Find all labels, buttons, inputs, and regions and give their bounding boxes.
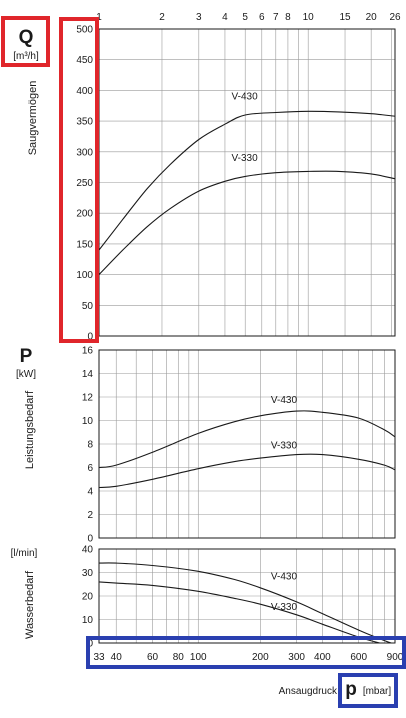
series-label-v-330: V-330 (232, 153, 259, 164)
series-line-v-330 (99, 453, 395, 489)
w-unit: [l/min] (11, 548, 38, 559)
y-tick-label: 350 (76, 117, 93, 128)
y-tick-label: 400 (76, 86, 93, 97)
y-tick-label: 4 (87, 487, 93, 498)
y-tick-label: 150 (76, 239, 93, 250)
y-tick-label: 12 (82, 393, 94, 404)
y-tick-label: 300 (76, 147, 93, 158)
x-bottom-tick-label: 100 (190, 652, 207, 663)
y-tick-label: 0 (87, 534, 93, 545)
y-tick-label: 30 (82, 568, 94, 579)
x-top-tick-label: 3 (196, 12, 202, 23)
y-tick-label: 250 (76, 178, 93, 189)
curves-saugvermoegen (99, 110, 395, 275)
x-top-tick-label: 8 (285, 12, 291, 23)
x-top-tick-label: 4 (222, 12, 228, 23)
y-tick-label: 200 (76, 209, 93, 220)
series-label-v-330: V-330 (271, 441, 298, 452)
x-top-tick-label: 2 (159, 12, 165, 23)
y-tick-label: 450 (76, 55, 93, 66)
p-axis-title: Leistungsbedarf (24, 390, 36, 469)
series-label-v-430: V-430 (271, 572, 298, 583)
frame-leistungsbedarf (98, 349, 396, 539)
y-tick-label: 0 (87, 332, 93, 343)
grid-wasserbedarf (99, 549, 395, 643)
x-bottom-tick-label: 900 (387, 652, 404, 663)
y-tick-label: 20 (82, 592, 94, 603)
highlight-q-axis-ticks (59, 17, 99, 343)
y-tick-label: 6 (87, 463, 93, 474)
x-axis-title: Ansaugdruck (279, 686, 338, 697)
x-axis-unit: [mbar] (363, 686, 392, 697)
y-tick-label: 14 (82, 369, 94, 380)
y-tick-label: 100 (76, 270, 93, 281)
x-bottom-tick-label: 200 (252, 652, 269, 663)
x-bottom-tick-label: 40 (111, 652, 123, 663)
x-top-tick-label: 5 (242, 12, 248, 23)
y-tick-label: 10 (82, 615, 94, 626)
y-tick-label: 40 (82, 545, 94, 556)
series-line-v-430 (99, 410, 395, 469)
q-unit: [m³/h] (13, 51, 39, 62)
y-tick-label: 16 (82, 346, 94, 357)
p-symbol: P (20, 346, 33, 367)
x-bottom-tick-label: 33 (93, 652, 105, 663)
x-bottom-tick-label: 80 (173, 652, 185, 663)
q-symbol: Q (19, 27, 34, 48)
series-label-v-430: V-430 (271, 395, 298, 406)
series-label-v-430: V-430 (232, 92, 259, 103)
y-tick-label: 10 (82, 416, 94, 427)
highlight-x-axis-ticks (86, 636, 406, 669)
series-label-v-330: V-330 (271, 602, 298, 613)
w-axis-title: Wasserbedarf (24, 570, 36, 639)
grid-leistungsbedarf (99, 350, 395, 538)
x-top-tick-label: 1 (96, 12, 102, 23)
frame-wasserbedarf (98, 548, 396, 644)
x-top-tick-label: 6 (259, 12, 265, 23)
x-bottom-tick-label: 300 (288, 652, 305, 663)
grid-saugvermoegen (99, 29, 395, 336)
curves-wasserbedarf (99, 562, 393, 643)
y-tick-label: 8 (87, 440, 93, 451)
tick-and-series-labels: 050100150200250300350400450500V-430V-330… (76, 12, 403, 663)
y-tick-label: 2 (87, 510, 93, 521)
x-axis-symbol: p (345, 679, 357, 700)
curves-leistungsbedarf (99, 410, 395, 489)
q-axis-title: Saugvermögen (27, 81, 39, 156)
y-tick-label: 50 (82, 301, 94, 312)
highlight-q-header (1, 16, 50, 67)
x-top-tick-label: 7 (273, 12, 279, 23)
p-unit: [kW] (16, 369, 36, 380)
x-bottom-tick-label: 60 (147, 652, 159, 663)
x-top-tick-label: 26 (389, 12, 401, 23)
highlight-x-unit (338, 673, 398, 708)
x-top-tick-label: 15 (339, 12, 351, 23)
y-tick-label: 0 (87, 639, 93, 650)
series-line-v-430 (99, 110, 395, 251)
x-top-tick-label: 20 (366, 12, 378, 23)
series-line-v-430 (99, 562, 393, 643)
x-bottom-tick-label: 400 (314, 652, 331, 663)
series-line-v-330 (99, 170, 395, 275)
x-bottom-tick-label: 600 (350, 652, 367, 663)
y-tick-label: 500 (76, 25, 93, 36)
x-top-tick-label: 10 (303, 12, 315, 23)
